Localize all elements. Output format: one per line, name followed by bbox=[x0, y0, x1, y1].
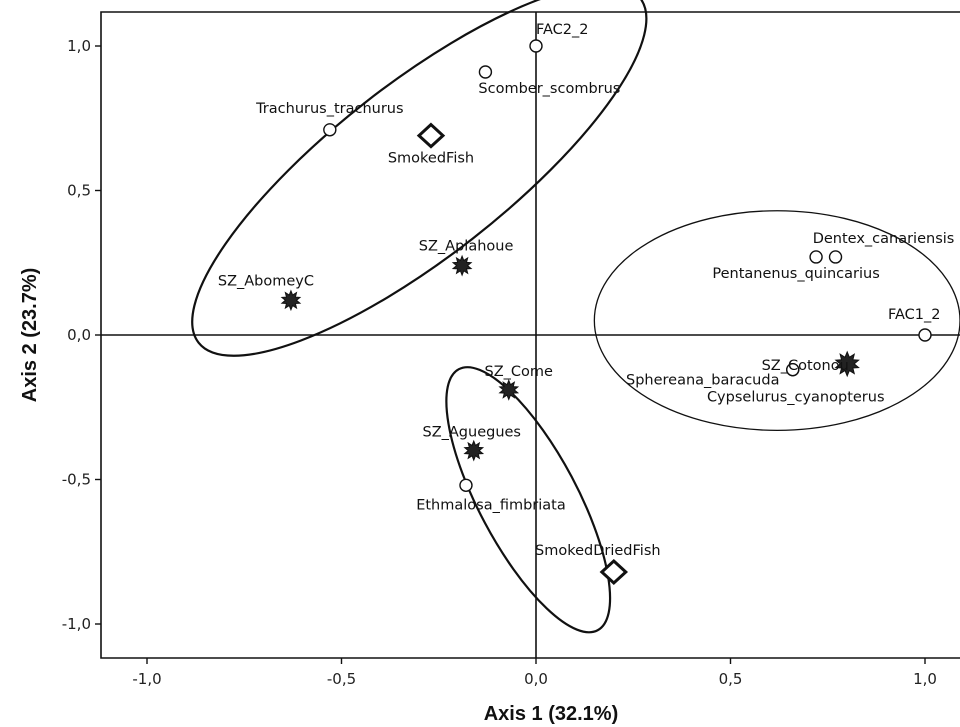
label-sz-come: SZ_Come bbox=[485, 364, 554, 380]
label-smokeddriedfish: SmokedDriedFish bbox=[535, 543, 661, 559]
label-sz-cotonou: SZ_Cotonou bbox=[762, 358, 849, 374]
y-tick-label: -0,5 bbox=[62, 471, 91, 489]
y-tick-label: 0,5 bbox=[67, 182, 91, 200]
y-tick-label: 1,0 bbox=[67, 37, 91, 55]
label-sphereana-baracuda: Sphereana_baracuda bbox=[626, 373, 779, 389]
y-tick-label: -1,0 bbox=[62, 615, 91, 633]
point-ethmalosa-fimbriata bbox=[459, 478, 473, 492]
y-axis-title: Axis 2 (23.7%) bbox=[19, 268, 41, 403]
point-fac2-2 bbox=[529, 39, 543, 53]
x-axis-title: Axis 1 (32.1%) bbox=[484, 703, 619, 725]
x-tick-label: 0,0 bbox=[524, 670, 548, 688]
point-fac1-2 bbox=[918, 328, 932, 342]
cotonou-group-ellipse bbox=[593, 210, 960, 431]
x-tick-label: 1,0 bbox=[913, 670, 937, 688]
label-scomber-scombrus: Scomber_scombrus bbox=[478, 81, 620, 97]
label-smokedfish: SmokedFish bbox=[388, 151, 474, 167]
point-sz-abomeyc bbox=[280, 289, 302, 312]
data-points: FAC2_2 Scomber_scombrus Trachurus_trachuru… bbox=[218, 22, 955, 586]
label-dentex-canariensis: Dentex_canariensis bbox=[813, 231, 955, 247]
label-cypselurus-cyanopterus: Cypselurus_cyanopterus bbox=[707, 390, 885, 406]
smoked-fish-group-ellipse bbox=[191, 0, 648, 357]
point-smokedfish bbox=[416, 122, 446, 149]
point-scomber-scombrus bbox=[478, 65, 493, 79]
group-ellipses bbox=[191, 0, 960, 634]
smoked-dried-fish-group-ellipse bbox=[445, 366, 612, 634]
x-tick-label: -1,0 bbox=[132, 670, 161, 688]
axes: -1,0 -0,5 0,0 0,5 1,0 -1,0 -0,5 0,0 0,5 1,0 bbox=[62, 11, 960, 688]
point-smokeddriedfish bbox=[599, 558, 629, 586]
point-sz-aguegues bbox=[463, 439, 485, 462]
x-tick-label: -0,5 bbox=[327, 670, 356, 688]
point-trachurus-trachurus bbox=[323, 123, 337, 137]
point-cypselurus-cyanopterus bbox=[786, 362, 800, 377]
point-dentex-canariensis bbox=[828, 250, 843, 264]
label-sz-aguegues: SZ_Aguegues bbox=[423, 425, 522, 441]
label-ethmalosa-fimbriata: Ethmalosa_fimbriata bbox=[416, 497, 566, 513]
label-sz-abomeyc: SZ_AbomeyC bbox=[218, 273, 314, 289]
label-fac1-2: FAC1_2 bbox=[888, 307, 941, 323]
point-sz-aplahoue bbox=[451, 254, 473, 277]
label-trachurus-trachurus: Trachurus_trachurus bbox=[255, 101, 403, 117]
y-tick-label: 0,0 bbox=[67, 326, 91, 344]
label-pentanenus-quincarius: Pentanenus_quincarius bbox=[712, 266, 879, 282]
x-tick-label: 0,5 bbox=[719, 670, 743, 688]
label-sz-aplahoue: SZ_Aplahoue bbox=[419, 239, 514, 255]
point-sz-come bbox=[498, 379, 520, 401]
label-fac2-2: FAC2_2 bbox=[536, 22, 589, 38]
point-sz-cotonou bbox=[834, 350, 860, 378]
point-pentanenus-quincarius bbox=[809, 250, 823, 264]
